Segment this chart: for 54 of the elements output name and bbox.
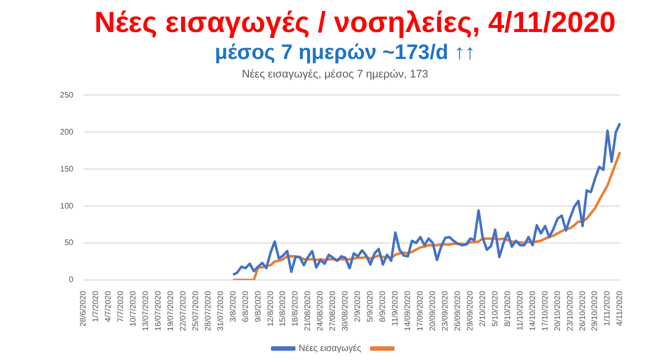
- x-tick-label: 30/08/2020: [340, 290, 350, 332]
- x-tick-label: 25/07/2020: [190, 290, 200, 332]
- x-tick-label: 28/6/2020: [78, 290, 88, 327]
- x-tick-label: 24/08/2020: [316, 290, 325, 332]
- chart-title: Νέες εισαγωγές / νοσηλείες, 4/11/2020: [93, 6, 617, 40]
- x-tick-label: 4/7/2020: [104, 290, 113, 322]
- x-tick-label: 29/10/2020: [590, 290, 600, 332]
- x-tick-label: 28/07/2020: [203, 290, 212, 332]
- y-tick-label: 100: [60, 201, 74, 210]
- x-tick-label: 23/10/2020: [565, 290, 574, 332]
- y-tick-label: 250: [60, 90, 74, 100]
- x-tick-label: 7/7/2020: [116, 290, 125, 322]
- chart-subtitle: μέσος 7 ημερών ~173/d ↑↑: [214, 40, 476, 66]
- x-tick-label: 22/07/2020: [178, 290, 188, 332]
- x-tick-label: 6/8/2020: [240, 290, 250, 322]
- x-tick-label: 26/10/2020: [578, 290, 587, 332]
- x-tick-label: 17/10/2020: [540, 290, 550, 332]
- x-tick-label: 18/8/2020: [290, 290, 300, 327]
- x-tick-label: 20/10/2020: [552, 290, 562, 332]
- x-tick-label: 26/09/2020: [452, 290, 462, 332]
- x-tick-label: 10/7/2020: [128, 290, 138, 327]
- x-tick-label: 23/09/2020: [440, 290, 450, 332]
- x-tick-label: 20/09/2020: [428, 290, 437, 332]
- y-tick-label: 200: [60, 127, 74, 136]
- x-tick-label: 17/09/2020: [416, 290, 425, 332]
- text: Νέες εισαγωγές, μέσος 7 ημερών, 173: [242, 68, 428, 81]
- y-tick-label: 50: [64, 238, 74, 248]
- y-tick-label: 150: [60, 164, 74, 174]
- x-tick-label: 3/8/2020: [228, 290, 238, 322]
- x-tick-label: 11/10/2020: [515, 290, 524, 330]
- x-tick-label: 8/10/2020: [502, 290, 512, 327]
- x-tick-label: 2/9/2020: [353, 290, 362, 322]
- x-tick-label: 19/07/2020: [166, 290, 175, 332]
- x-tick-label: 27/08/2020: [328, 290, 338, 332]
- x-tick-label: 12/8/2020: [266, 290, 275, 327]
- legend-label: Νέες εισαγωγές: [298, 342, 362, 353]
- x-tick-label: 5/10/2020: [490, 290, 500, 327]
- x-tick-label: 8/9/2020: [378, 290, 388, 322]
- x-tick-label: 21/08/2020: [303, 290, 312, 332]
- x-tick-label: 29/09/2020: [465, 290, 474, 332]
- x-tick-label: 16/07/2020: [153, 290, 162, 332]
- x-tick-label: 15/8/2020: [278, 290, 288, 327]
- x-tick-label: 14/10/2020: [528, 290, 537, 332]
- x-tick-label: 14/09/2020: [403, 290, 412, 332]
- x-tick-label: 11/9/2020: [390, 290, 400, 326]
- x-tick-label: 1/7/2020: [91, 290, 100, 322]
- y-tick-label: 0: [68, 275, 74, 284]
- x-tick-label: 31/07/2020: [216, 290, 225, 332]
- x-tick-label: 9/8/2020: [253, 290, 262, 322]
- x-tick-label: 1/11/2020: [602, 290, 612, 326]
- x-tick-label: 5/9/2020: [366, 290, 375, 322]
- x-tick-label: 2/10/2020: [478, 290, 487, 327]
- x-tick-label: 13/07/2020: [140, 290, 150, 332]
- x-tick-label: 4/11/2020: [615, 290, 624, 326]
